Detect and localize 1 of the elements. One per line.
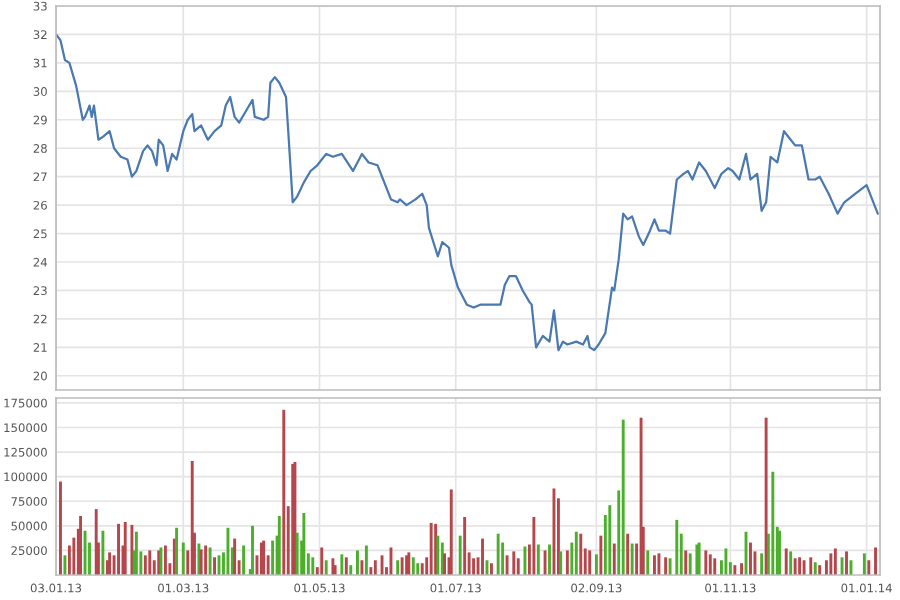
line-series	[56, 33, 879, 352]
